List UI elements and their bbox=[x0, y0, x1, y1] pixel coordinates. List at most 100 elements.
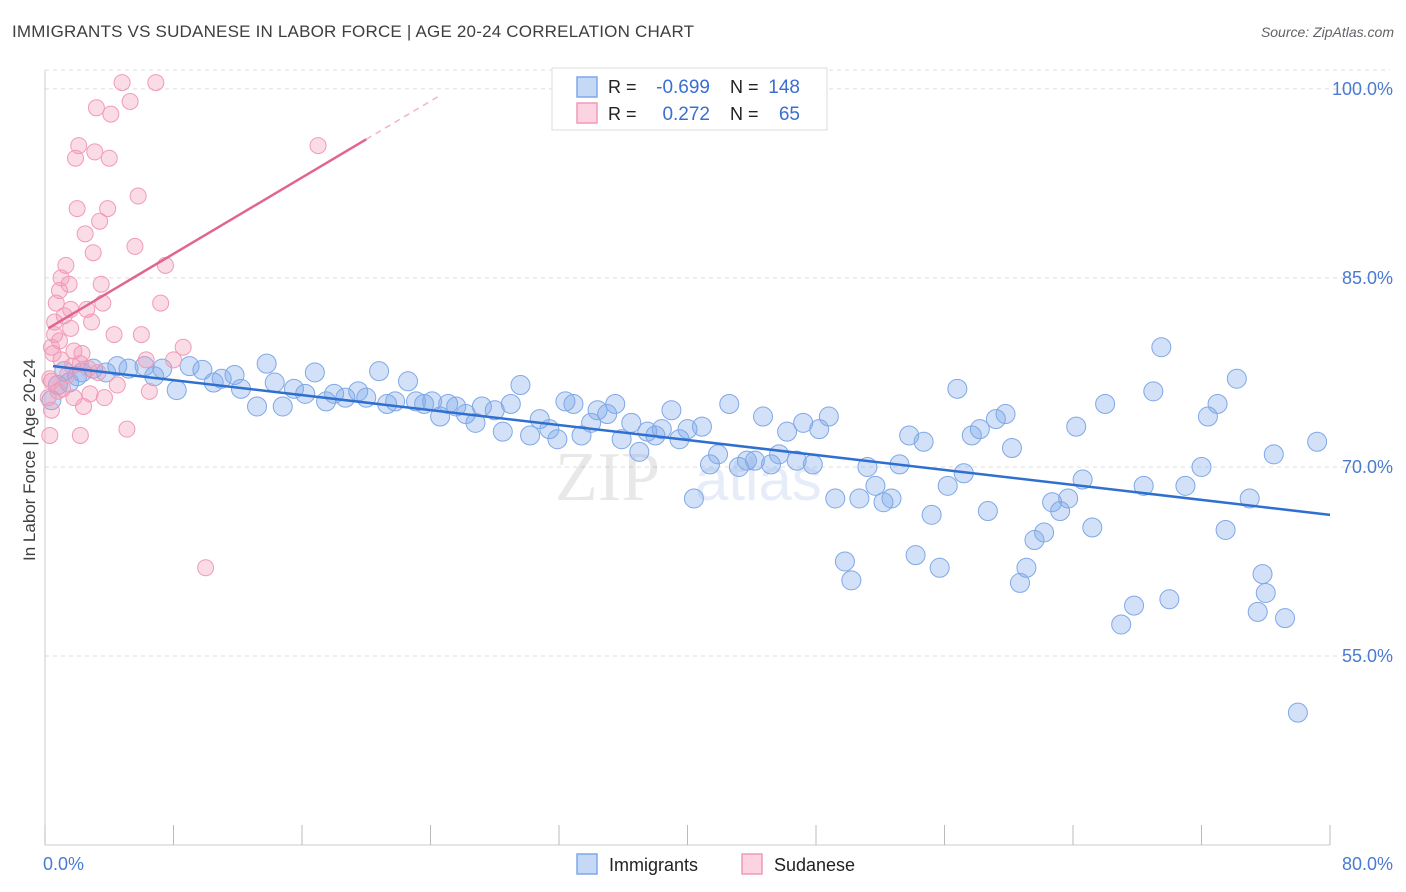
stats-r-value-1: -0.699 bbox=[656, 77, 710, 98]
immigrants-point bbox=[492, 421, 513, 442]
immigrants-point bbox=[264, 372, 285, 393]
sudanese-point bbox=[105, 326, 123, 344]
immigrants-point bbox=[961, 425, 982, 446]
immigrants-point bbox=[995, 404, 1016, 425]
sudanese-point bbox=[83, 313, 101, 331]
sudanese-point bbox=[41, 370, 59, 388]
sudanese-point bbox=[84, 244, 102, 262]
y-tick-label: 55.0% bbox=[1342, 646, 1393, 666]
sudanese-point bbox=[46, 326, 64, 344]
sudanese-point bbox=[102, 105, 120, 123]
sudanese-point bbox=[132, 326, 150, 344]
immigrants-point bbox=[1239, 488, 1260, 509]
immigrants-point bbox=[547, 429, 568, 450]
immigrants-point bbox=[947, 378, 968, 399]
sudanese-point bbox=[137, 351, 155, 369]
legend-swatch-immigrants bbox=[576, 853, 598, 875]
sudanese-point bbox=[86, 143, 104, 161]
sudanese-point bbox=[76, 225, 94, 243]
immigrants-point bbox=[369, 361, 390, 382]
immigrants-point bbox=[1191, 456, 1212, 477]
stats-r-label-1: R = bbox=[608, 77, 637, 97]
sudanese-point bbox=[94, 294, 112, 312]
y-tick-label: 70.0% bbox=[1342, 457, 1393, 477]
immigrants-point bbox=[1016, 557, 1037, 578]
immigrants-point bbox=[272, 396, 293, 417]
sudanese-point bbox=[42, 372, 60, 390]
stats-n-value-1: 148 bbox=[768, 77, 800, 98]
immigrants-point bbox=[841, 570, 862, 591]
immigrants-point bbox=[1009, 572, 1030, 593]
sudanese-point bbox=[100, 149, 118, 167]
y-axis-label: In Labor Force | Age 20-24 bbox=[20, 359, 39, 561]
immigrants-point bbox=[905, 545, 926, 566]
sudanese-point bbox=[41, 426, 59, 444]
stats-n-label-1: N = bbox=[730, 77, 759, 97]
sudanese-point bbox=[91, 212, 109, 230]
immigrants-point bbox=[1034, 522, 1055, 543]
immigrants-point bbox=[1151, 337, 1172, 358]
immigrants-point bbox=[398, 371, 419, 392]
immigrants-point bbox=[1095, 393, 1116, 414]
immigrants-point bbox=[929, 557, 950, 578]
immigrants-point bbox=[563, 393, 584, 414]
immigrants-point bbox=[651, 419, 672, 440]
immigrants-point bbox=[166, 380, 187, 401]
sudanese-point bbox=[92, 275, 110, 293]
sudanese-point bbox=[62, 319, 80, 337]
sudanese-point bbox=[67, 149, 85, 167]
immigrants-point bbox=[786, 450, 807, 471]
immigrants-point bbox=[761, 454, 782, 475]
immigrants-point bbox=[985, 409, 1006, 430]
sudanese-points bbox=[39, 74, 327, 577]
immigrants-point bbox=[921, 504, 942, 525]
immigrants-point bbox=[1058, 488, 1079, 509]
sudanese-point bbox=[126, 237, 144, 255]
sudanese-point bbox=[165, 351, 182, 369]
immigrants-point bbox=[1263, 444, 1284, 465]
immigrants-point bbox=[1001, 438, 1022, 459]
immigrants-point bbox=[825, 488, 846, 509]
sudanese-point bbox=[68, 200, 86, 218]
immigrants-point bbox=[1159, 589, 1180, 610]
immigrants-point bbox=[969, 419, 990, 440]
immigrants-point bbox=[179, 356, 200, 377]
sudanese-point bbox=[47, 294, 65, 312]
stats-n-value-2: 65 bbox=[779, 104, 800, 125]
stats-r-value-2: 0.272 bbox=[662, 104, 710, 125]
immigrants-point bbox=[406, 391, 427, 412]
sudanese-trend-line bbox=[47, 138, 367, 330]
immigrants-point bbox=[1287, 702, 1308, 723]
immigrants-point bbox=[1143, 381, 1164, 402]
bottom-legend: Immigrants Sudanese bbox=[576, 853, 855, 875]
gridlines bbox=[45, 69, 1390, 657]
immigrants-point bbox=[849, 488, 870, 509]
y-tick-labels: 100.0% 85.0% 70.0% 55.0% bbox=[1332, 79, 1393, 666]
sudanese-point bbox=[49, 382, 67, 400]
immigrants-point bbox=[1252, 564, 1273, 585]
stats-swatch-sudanese bbox=[576, 102, 598, 124]
sudanese-point bbox=[42, 401, 60, 419]
sudanese-point bbox=[129, 187, 147, 205]
watermark-zip: ZIP bbox=[555, 439, 660, 516]
immigrants-point bbox=[1226, 368, 1247, 389]
immigrants-point bbox=[1207, 393, 1228, 414]
stats-legend: R = -0.699 N = 148 R = 0.272 N = 65 bbox=[551, 67, 828, 131]
immigrants-point bbox=[304, 362, 325, 383]
immigrants-point bbox=[699, 454, 720, 475]
immigrants-point bbox=[913, 431, 934, 452]
x-tick-labels: 0.0% 80.0% bbox=[43, 854, 1393, 874]
sudanese-point bbox=[99, 200, 117, 218]
sudanese-point bbox=[87, 99, 105, 117]
sudanese-point bbox=[140, 382, 158, 400]
stats-legend-box bbox=[551, 67, 828, 131]
immigrants-point bbox=[192, 359, 213, 380]
immigrants-point bbox=[661, 400, 682, 421]
sudanese-point bbox=[121, 93, 139, 111]
immigrants-point bbox=[865, 475, 886, 496]
immigrants-point bbox=[719, 393, 740, 414]
immigrants-point bbox=[683, 488, 704, 509]
immigrants-point bbox=[1247, 601, 1268, 622]
source-label: Source: ZipAtlas.com bbox=[1260, 24, 1394, 40]
y-tick-label: 100.0% bbox=[1332, 79, 1393, 99]
